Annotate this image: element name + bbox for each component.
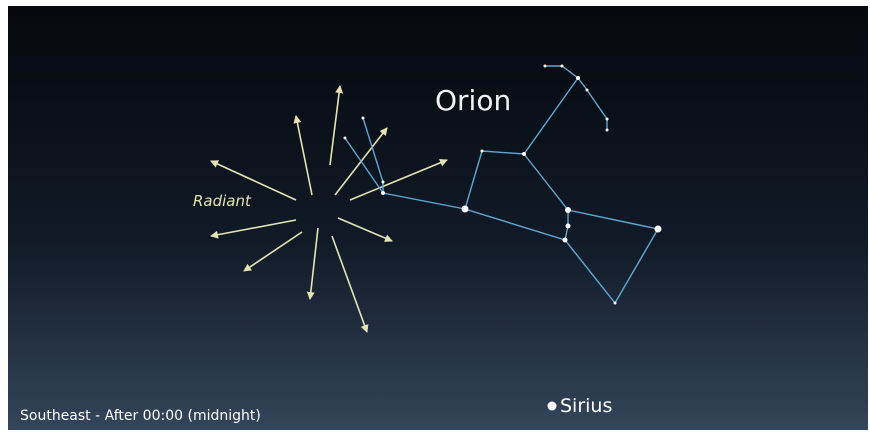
- caption: Southeast - After 00:00 (midnight): [20, 408, 261, 424]
- sky-background: [8, 6, 868, 430]
- sky-chart: Orion Radiant Sirius Southeast - After 0…: [0, 0, 870, 439]
- constellation-label: Orion: [435, 84, 511, 117]
- radiant-label: Radiant: [193, 192, 252, 210]
- star-label: Sirius: [560, 395, 612, 417]
